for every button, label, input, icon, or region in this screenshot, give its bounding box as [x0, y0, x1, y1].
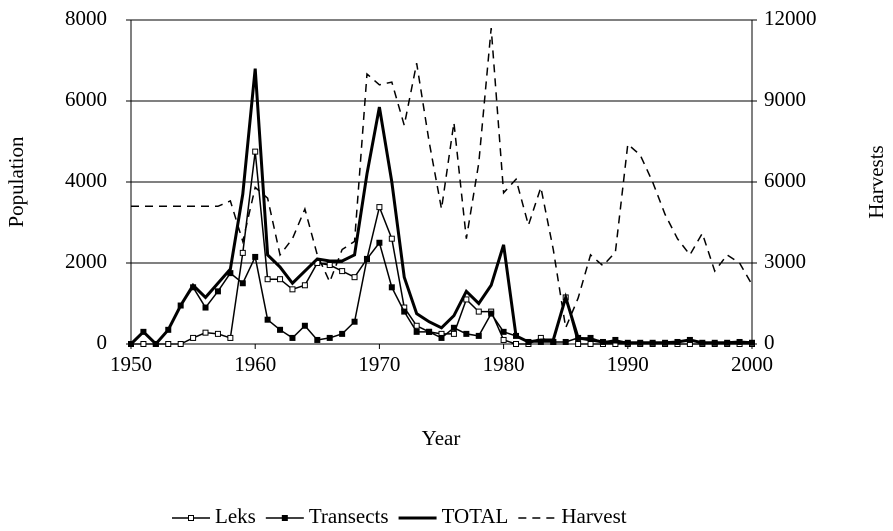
point	[475, 332, 482, 339]
point	[252, 253, 259, 260]
x-tick-label: 1960	[234, 352, 276, 376]
y2-tick-label: 9000	[764, 87, 806, 111]
point	[202, 329, 209, 336]
point	[202, 304, 209, 311]
legend-label: Leks	[215, 504, 256, 528]
point	[438, 334, 445, 341]
y-tick-label: 6000	[65, 87, 107, 111]
y-tick-label: 4000	[65, 168, 107, 192]
point	[214, 330, 221, 337]
y-tick-label: 8000	[65, 6, 107, 30]
point	[450, 330, 457, 337]
x-tick-label: 1970	[358, 352, 400, 376]
y-axis-title: Population	[4, 136, 28, 228]
x-axis-title: Year	[422, 426, 461, 450]
point	[277, 276, 284, 283]
point	[388, 284, 395, 291]
y2-tick-label: 12000	[764, 6, 817, 30]
point	[488, 310, 495, 317]
y-tick-label: 0	[97, 330, 108, 354]
legend-label: Harvest	[561, 504, 626, 528]
x-tick-label: 1950	[110, 352, 152, 376]
point	[450, 324, 457, 331]
y2-tick-label: 0	[764, 330, 775, 354]
legend-label: Transects	[309, 504, 389, 528]
point	[413, 328, 420, 335]
x-tick-label: 1980	[483, 352, 525, 376]
point	[314, 336, 321, 343]
point	[289, 334, 296, 341]
legend-marker	[281, 515, 288, 521]
point	[239, 280, 246, 287]
point	[326, 262, 333, 269]
series-line	[131, 28, 753, 331]
series-line	[131, 151, 752, 345]
y2-tick-label: 6000	[764, 168, 806, 192]
point	[363, 255, 370, 262]
point	[252, 148, 259, 155]
point	[190, 334, 197, 341]
point	[500, 328, 507, 335]
point	[351, 318, 358, 325]
point	[264, 276, 271, 283]
legend-label: TOTAL	[442, 504, 509, 528]
point	[388, 235, 395, 242]
y2-tick-label: 3000	[764, 249, 806, 273]
point	[239, 249, 246, 256]
point	[587, 341, 594, 347]
point	[277, 326, 284, 333]
point	[463, 330, 470, 337]
point	[562, 338, 569, 345]
point	[301, 322, 308, 329]
x-tick-label: 1990	[607, 352, 649, 376]
x-tick-label: 2000	[731, 352, 773, 376]
point	[289, 286, 296, 293]
point	[264, 316, 271, 323]
point	[351, 274, 358, 281]
point	[475, 308, 482, 315]
point	[500, 336, 507, 343]
point	[326, 334, 333, 341]
point	[376, 239, 383, 246]
point	[301, 282, 308, 289]
point	[214, 288, 221, 295]
legend-marker	[188, 515, 194, 521]
point	[376, 204, 383, 211]
point	[426, 328, 433, 335]
point	[165, 341, 172, 347]
point	[227, 334, 234, 341]
point	[575, 341, 582, 347]
y2-axis-title: Harvests	[864, 145, 888, 218]
point	[401, 308, 408, 315]
point	[339, 330, 346, 337]
point	[140, 341, 147, 347]
point	[413, 322, 420, 329]
point	[513, 341, 520, 347]
point	[339, 268, 346, 275]
y-tick-label: 2000	[65, 249, 107, 273]
series-line	[129, 68, 753, 347]
point	[177, 341, 184, 347]
